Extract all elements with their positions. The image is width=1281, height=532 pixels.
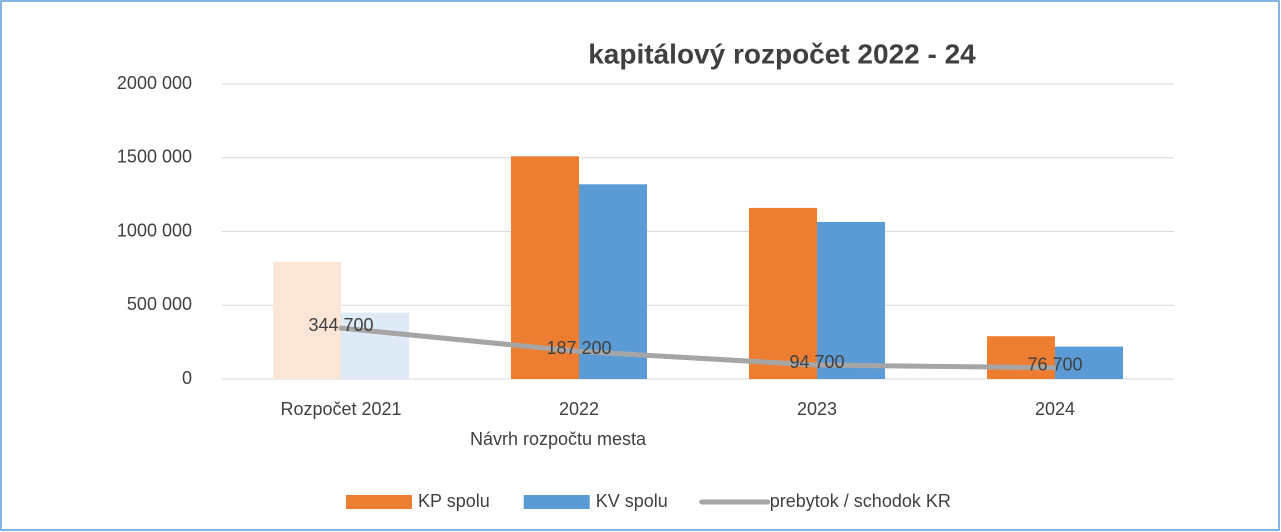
data-label: 344 700 xyxy=(308,315,373,335)
legend-swatch xyxy=(346,495,412,509)
legend-label: prebytok / schodok KR xyxy=(770,491,951,511)
bar xyxy=(1055,346,1123,379)
data-label: 94 700 xyxy=(789,352,844,372)
data-label: 187 200 xyxy=(546,338,611,358)
bar xyxy=(749,207,817,379)
legend-label: KV spolu xyxy=(596,491,668,511)
x-group-label: Návrh rozpočtu mesta xyxy=(470,429,647,449)
line xyxy=(338,325,1058,371)
legend-swatch xyxy=(523,495,590,509)
bar xyxy=(273,261,341,379)
chart-title: kapitálový rozpočet 2022 - 24 xyxy=(588,38,976,69)
bar xyxy=(817,221,885,379)
x-tick-label: 2024 xyxy=(1035,399,1075,419)
data-label: 76 700 xyxy=(1027,354,1082,374)
y-tick-label: 0 xyxy=(182,368,192,388)
bar xyxy=(987,336,1055,379)
x-tick-label: 2023 xyxy=(797,399,837,419)
y-tick-label: 2000 000 xyxy=(117,73,192,93)
bar xyxy=(341,312,409,379)
x-tick-label: 2022 xyxy=(559,399,599,419)
y-tick-label: 1000 000 xyxy=(117,220,192,240)
bar xyxy=(511,156,579,379)
y-tick-label: 500 000 xyxy=(127,294,192,314)
bar xyxy=(579,184,647,379)
y-tick-label: 1500 000 xyxy=(117,147,192,167)
x-tick-label: Rozpočet 2021 xyxy=(280,399,401,419)
legend-label: KP spolu xyxy=(418,491,490,511)
